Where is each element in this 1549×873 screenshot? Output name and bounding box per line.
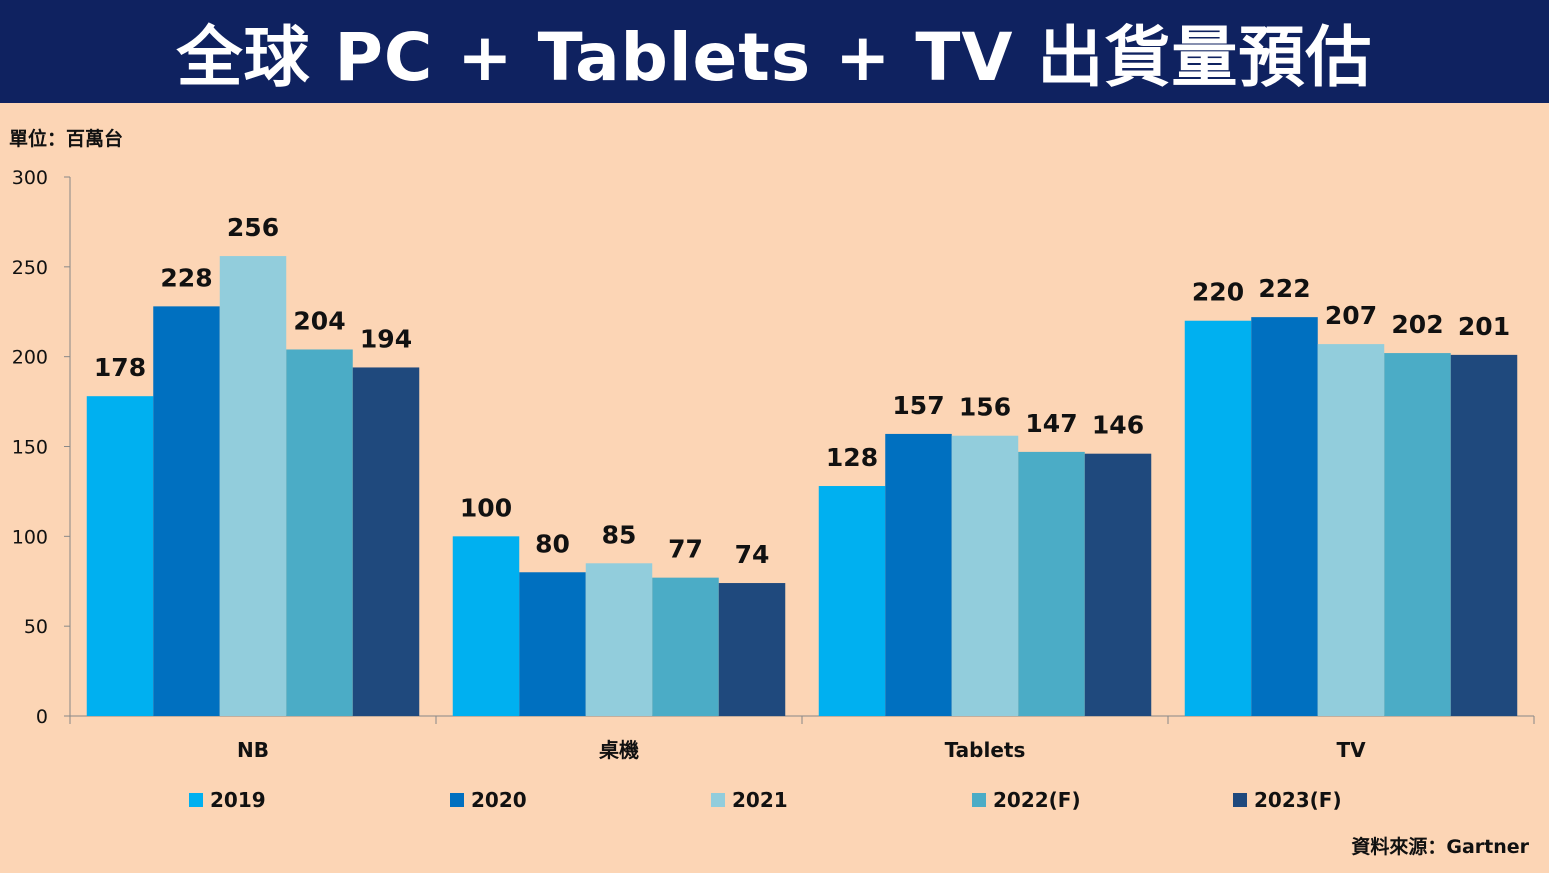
data-label: 220 (1192, 278, 1244, 307)
bar (286, 349, 353, 716)
bar (1317, 344, 1385, 716)
bar (1251, 317, 1318, 716)
page-title: 全球 PC + Tablets + TV 出貨量預估 (176, 18, 1373, 96)
category-label: 桌機 (599, 738, 639, 762)
data-label: 77 (668, 535, 703, 564)
legend-swatch (1233, 793, 1247, 807)
legend-label: 2020 (471, 788, 527, 812)
bar (519, 572, 586, 716)
bar (585, 563, 653, 716)
bar (885, 433, 952, 716)
category-label: Tablets (945, 738, 1026, 762)
legend-label: 2022(F) (993, 788, 1081, 812)
bar (1450, 354, 1518, 716)
unit-label: 單位：百萬台 (9, 128, 124, 150)
data-label: 146 (1092, 411, 1144, 440)
bar (452, 536, 520, 716)
data-label: 178 (94, 353, 146, 382)
y-tick-label: 100 (12, 526, 48, 548)
data-label: 207 (1325, 301, 1377, 330)
data-label: 157 (892, 391, 944, 420)
data-label: 156 (959, 393, 1011, 422)
bar (652, 577, 719, 716)
bar (1384, 353, 1451, 716)
y-tick-label: 200 (12, 347, 48, 369)
bar (352, 367, 420, 716)
category-label: NB (237, 738, 269, 762)
y-tick-label: 150 (12, 437, 48, 459)
data-label: 202 (1391, 310, 1443, 339)
category-label: TV (1336, 738, 1366, 762)
legend-label: 2019 (210, 788, 266, 812)
data-label: 194 (360, 324, 412, 353)
bar (818, 486, 886, 716)
legend-label: 2023(F) (1254, 788, 1342, 812)
bar (951, 435, 1019, 716)
bar (1084, 453, 1152, 716)
data-label: 100 (460, 493, 512, 522)
bar (153, 306, 220, 716)
data-label: 256 (227, 213, 279, 242)
data-label: 80 (535, 529, 570, 558)
data-label: 201 (1458, 312, 1510, 341)
legend-label: 2021 (732, 788, 788, 812)
data-label: 147 (1025, 409, 1077, 438)
legend-swatch (711, 793, 725, 807)
y-tick-label: 250 (12, 257, 48, 279)
data-label: 228 (160, 263, 212, 292)
bar (86, 396, 154, 716)
source-label: 資料來源：Gartner (1351, 836, 1529, 858)
data-label: 85 (602, 520, 637, 549)
title-bar: 全球 PC + Tablets + TV 出貨量預估 (0, 0, 1549, 103)
data-label: 74 (735, 540, 770, 569)
data-label: 222 (1258, 274, 1310, 303)
bar (718, 583, 786, 716)
y-tick-label: 50 (24, 616, 48, 638)
data-label: 204 (293, 306, 345, 335)
data-label: 128 (826, 443, 878, 472)
bar (1018, 451, 1085, 716)
legend-swatch (189, 793, 203, 807)
legend-swatch (450, 793, 464, 807)
y-tick-label: 300 (12, 167, 48, 189)
bar (219, 256, 287, 716)
bar (1184, 320, 1252, 716)
y-tick-label: 0 (36, 706, 48, 728)
legend-swatch (972, 793, 986, 807)
